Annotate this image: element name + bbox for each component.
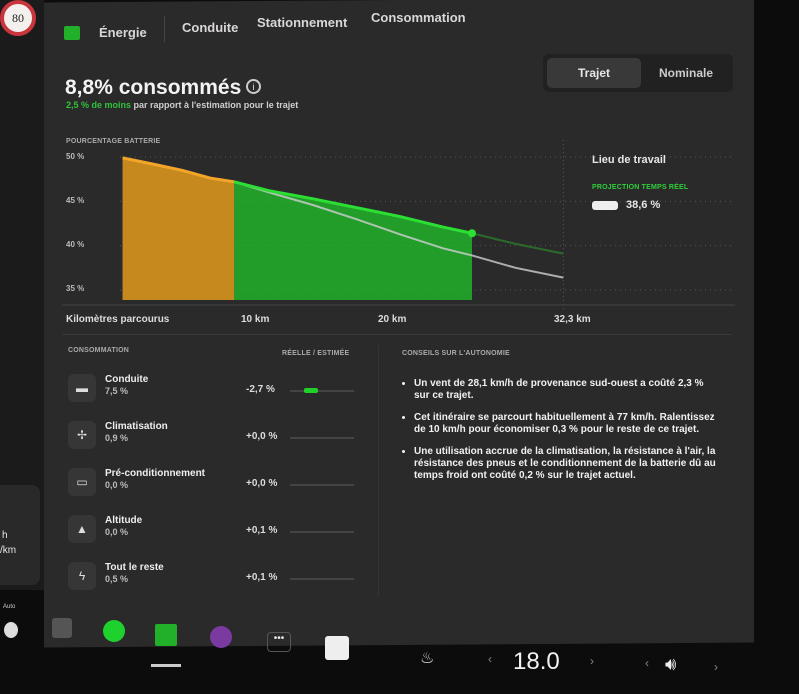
- consumption-delta: +0,0 %: [246, 478, 278, 489]
- tab-energie[interactable]: Énergie: [99, 25, 147, 40]
- destination-label: Lieu de travail: [592, 154, 666, 166]
- consumption-row: ▲ Altitude 0,0 % +0,1 %: [68, 515, 358, 555]
- car-mode-icon[interactable]: [4, 622, 18, 638]
- actual-area-orange: [122, 157, 235, 300]
- summary-subtitle: 2,5 % de moins par rapport à l'estimatio…: [66, 100, 298, 110]
- xtick-32: 32,3 km: [554, 314, 591, 325]
- taskbar: [0, 600, 799, 694]
- volume-icon[interactable]: 🔊︎: [665, 654, 677, 674]
- consumption-percent: 0,0 %: [105, 527, 129, 537]
- ytick-50: 50 %: [66, 152, 85, 161]
- delta-bar-fill: [304, 388, 318, 393]
- tab-divider: [164, 16, 165, 42]
- actual-line-green: [233, 180, 473, 235]
- divider: [62, 334, 732, 335]
- delta-bar: [290, 578, 354, 580]
- current-position-dot: [468, 229, 476, 238]
- toggle-trajet[interactable]: Trajet: [547, 58, 641, 88]
- projection-value: 38,6 %: [626, 199, 661, 211]
- chart-xlabel: Kilomètres parcourus: [66, 314, 170, 325]
- volume-down-icon[interactable]: ‹: [645, 656, 649, 670]
- delta-bar: [290, 388, 354, 393]
- consumption-delta: -2,7 %: [246, 384, 275, 395]
- bolt-icon: ϟ: [68, 562, 96, 590]
- toggle-nominale[interactable]: Nominale: [658, 66, 713, 80]
- temp-up-icon[interactable]: ›: [590, 654, 594, 668]
- unit-km: /km: [0, 545, 17, 556]
- tips-list: Un vent de 28,1 km/h de provenance sud-o…: [400, 378, 720, 492]
- consumption-row: ▭ Pré-conditionnement 0,0 % +0,0 %: [68, 468, 358, 508]
- consumption-row: ϟ Tout le reste 0,5 % +0,1 %: [68, 562, 358, 602]
- auto-label: Auto: [3, 604, 16, 610]
- delta-bar: [290, 531, 354, 533]
- tab-consommation[interactable]: Consommation: [371, 10, 466, 25]
- fan-icon: ✢: [68, 421, 96, 449]
- projection-label: PROJECTION TEMPS RÉEL: [592, 184, 689, 191]
- energy-chart-icon: [64, 26, 80, 40]
- camera-icon[interactable]: [210, 626, 232, 648]
- active-app-indicator: [151, 664, 181, 667]
- tip-item: Une utilisation accrue de la climatisati…: [414, 446, 720, 482]
- ytick-40: 40 %: [66, 240, 85, 249]
- consumption-column: RÉELLE / ESTIMÉE: [282, 350, 350, 357]
- battery-heat-icon: ▭: [68, 468, 96, 496]
- more-apps-icon[interactable]: •••: [267, 632, 291, 652]
- consumption-percent: 0,0 %: [105, 480, 129, 490]
- volume-up-icon[interactable]: ›: [714, 660, 718, 674]
- consumption-name: Conduite: [105, 374, 149, 385]
- projection-line: [471, 232, 564, 255]
- mountain-icon: ▲: [68, 515, 96, 543]
- energy-app-icon[interactable]: [155, 624, 177, 646]
- consumption-name: Tout le reste: [105, 562, 164, 573]
- consumption-name: Climatisation: [105, 421, 168, 432]
- tips-header: CONSEILS SUR L'AUTONOMIE: [402, 350, 510, 357]
- consumption-delta: +0,1 %: [246, 572, 278, 583]
- consumption-header: CONSOMMATION: [68, 347, 129, 354]
- consumption-row: ▬ Conduite 7,5 % -2,7 %: [68, 374, 358, 414]
- actual-area-green: [234, 181, 472, 300]
- spotify-icon[interactable]: [103, 620, 125, 642]
- page-title: 8,8% consommés: [65, 76, 242, 99]
- consumption-name: Pré-conditionnement: [105, 468, 206, 479]
- left-speed-card[interactable]: h /km: [0, 485, 40, 585]
- ytick-35: 35 %: [66, 284, 85, 293]
- battery-icon: [592, 201, 618, 210]
- consumption-name: Altitude: [105, 515, 143, 526]
- consumption-percent: 7,5 %: [105, 386, 129, 396]
- unit-h: h: [2, 530, 8, 541]
- seat-heater-icon[interactable]: ♨: [420, 650, 435, 667]
- consumption-row: ✢ Climatisation 0,9 % +0,0 %: [68, 421, 358, 461]
- dashcam-icon[interactable]: [52, 618, 72, 638]
- estimate-line: [233, 180, 564, 279]
- info-icon[interactable]: i: [246, 79, 261, 94]
- delta-bar: [290, 484, 354, 486]
- actual-line-orange: [122, 156, 235, 184]
- chart-ylabel: POURCENTAGE BATTERIE: [66, 138, 161, 145]
- tab-stationnement[interactable]: Stationnement: [257, 15, 348, 30]
- savings-text: par rapport à l'estimation pour le traje…: [131, 100, 299, 110]
- notes-icon[interactable]: [325, 636, 349, 660]
- savings-highlight: 2,5 % de moins: [66, 100, 132, 110]
- consumption-percent: 0,9 %: [105, 433, 129, 443]
- temperature: 18.0: [513, 648, 560, 675]
- temp-down-icon[interactable]: ‹: [488, 652, 492, 666]
- ytick-45: 45 %: [66, 196, 85, 205]
- speed-limit-sign: 80: [0, 0, 36, 36]
- mode-toggle: Trajet Nominale: [543, 54, 733, 92]
- consumption-delta: +0,1 %: [246, 525, 278, 536]
- consumption-delta: +0,0 %: [246, 431, 278, 442]
- battery-chart: [62, 140, 735, 310]
- tip-item: Un vent de 28,1 km/h de provenance sud-o…: [414, 378, 720, 402]
- delta-bar: [290, 437, 354, 439]
- column-divider: [378, 345, 379, 595]
- consumption-percent: 0,5 %: [105, 574, 129, 584]
- xtick-20: 20 km: [378, 314, 407, 325]
- tab-conduite[interactable]: Conduite: [182, 20, 239, 35]
- car-icon: ▬: [68, 374, 96, 402]
- xtick-10: 10 km: [241, 314, 270, 325]
- tip-item: Cet itinéraire se parcourt habituellemen…: [414, 412, 720, 436]
